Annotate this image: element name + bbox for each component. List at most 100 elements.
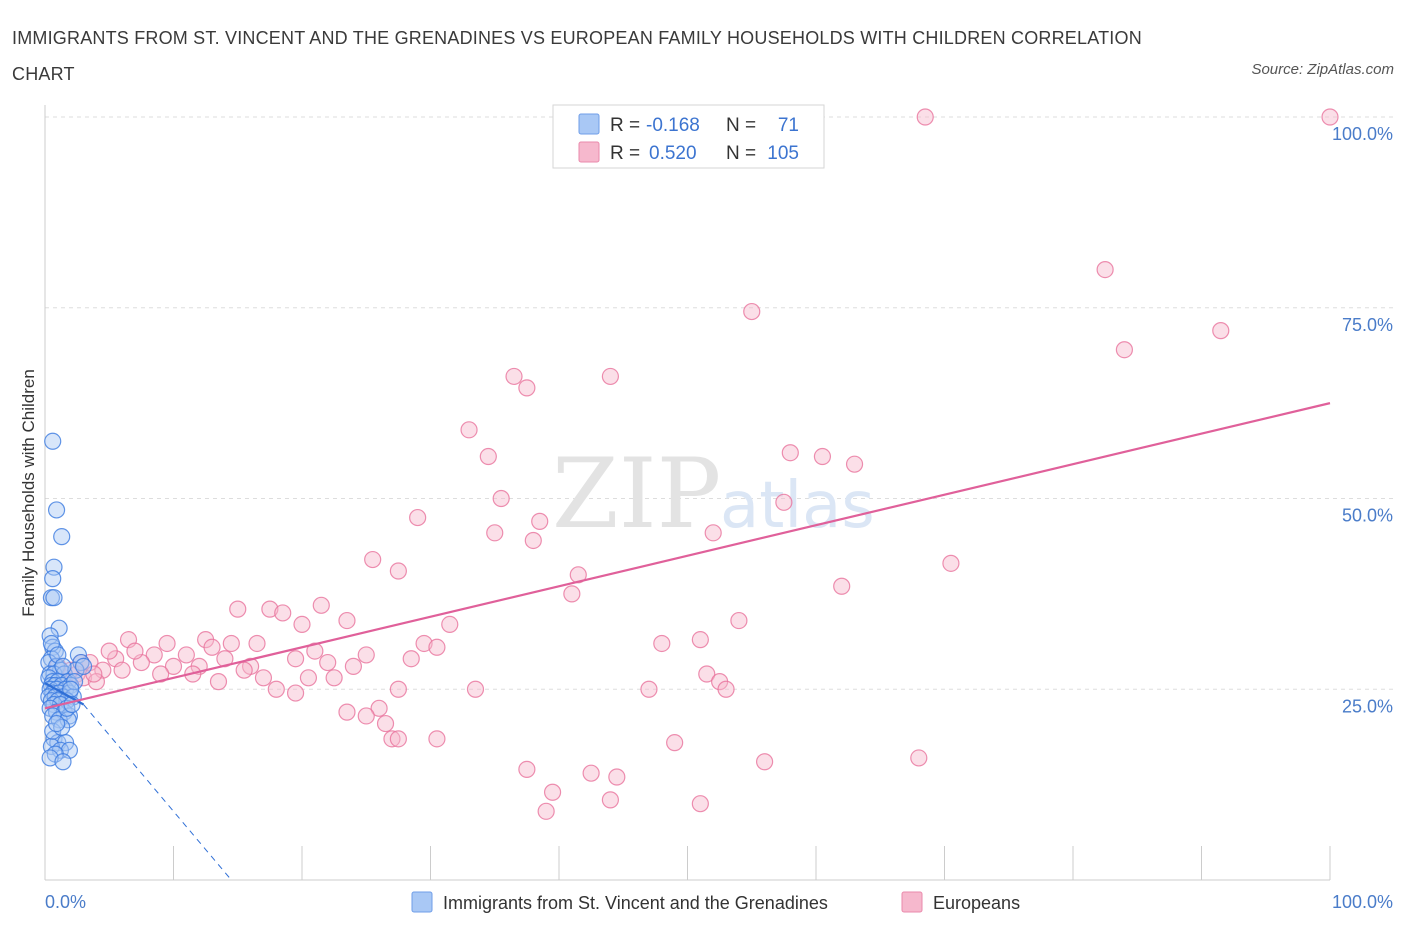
europeans-point-88 [428, 730, 446, 748]
source-credit: Source: ZipAtlas.com [1251, 61, 1394, 78]
europeans-point-48 [286, 650, 305, 668]
europeans-point-2 [1096, 261, 1114, 279]
europeans-point-93 [755, 753, 774, 771]
europeans-point-78 [640, 680, 658, 698]
bottom-legend-label-pink: Europeans [933, 893, 1020, 913]
y-axis-label: Family Households with Children [19, 369, 38, 617]
y-tick-label-100: 100.0% [1332, 124, 1393, 144]
europeans-point-94 [910, 749, 928, 767]
legend-n-label-pink: N = [726, 143, 756, 164]
europeans-point-98 [537, 802, 555, 820]
legend-n-value-pink: 105 [767, 143, 799, 164]
bottom-legend-swatch-pink [901, 891, 923, 913]
europeans-point-32 [730, 611, 748, 630]
y-tick-labels: 25.0% 50.0% 75.0% 100.0% [1332, 124, 1393, 716]
europeans-point-28 [261, 600, 279, 618]
europeans-point-58 [344, 657, 362, 675]
europeans-point-23 [389, 562, 407, 580]
immigrants-point-51 [74, 657, 93, 675]
europeans-point-4 [1115, 341, 1134, 359]
europeans-point-89 [666, 734, 684, 752]
chart-title: IMMIGRANTS FROM ST. VINCENT AND THE GREN… [12, 28, 1142, 84]
europeans-point-21 [364, 550, 382, 569]
europeans-point-104 [209, 673, 228, 691]
europeans-point-99 [466, 680, 485, 698]
x-tick-label-left: 0.0% [45, 892, 86, 912]
europeans-point-25 [833, 577, 851, 595]
legend-r-value-blue: -0.168 [646, 115, 700, 136]
europeans-point-102 [100, 642, 118, 660]
europeans-point-14 [492, 489, 510, 508]
europeans-point-75 [698, 665, 716, 683]
europeans-point-47 [216, 650, 234, 668]
europeans-point-5 [743, 302, 761, 321]
europeans-point-29 [274, 604, 292, 622]
europeans-point-37 [222, 634, 240, 653]
europeans-point-27 [229, 600, 247, 618]
legend-r-value-pink: 0.520 [649, 143, 697, 164]
europeans-point-26 [563, 585, 581, 603]
watermark-atlas: atlas [720, 469, 875, 543]
europeans-point-92 [608, 768, 626, 786]
europeans-point-63 [235, 661, 253, 679]
bottom-legend-label-blue: Immigrants from St. Vincent and the Gren… [443, 893, 828, 913]
europeans-point-54 [164, 657, 183, 675]
europeans-point-101 [286, 684, 305, 702]
series-immigrants-points [40, 432, 93, 771]
europeans-point-6 [505, 367, 523, 386]
immigrants-point-2 [53, 528, 71, 546]
europeans-point-65 [299, 669, 318, 687]
europeans-point-39 [415, 634, 433, 653]
europeans-point-44 [306, 642, 324, 660]
europeans-point-79 [325, 669, 343, 687]
europeans-point-60 [113, 661, 131, 679]
europeans-point-0 [916, 108, 934, 126]
immigrants-point-6 [45, 589, 63, 607]
europeans-point-91 [582, 764, 600, 782]
europeans-point-40 [428, 638, 446, 656]
europeans-point-86 [383, 730, 401, 748]
europeans-point-42 [691, 631, 709, 649]
europeans-point-41 [653, 634, 671, 653]
europeans-point-81 [338, 703, 356, 721]
europeans-point-19 [704, 524, 722, 542]
immigrants-point-65 [47, 714, 66, 733]
europeans-point-3 [1212, 322, 1230, 340]
legend-box: R = -0.168 N = 71 R = 0.520 N = 105 [552, 104, 825, 169]
watermark-zip: ZIP [552, 438, 721, 550]
europeans-point-22 [942, 554, 960, 572]
legend-n-value-blue: 71 [778, 115, 799, 136]
immigrants-point-70 [54, 657, 72, 675]
y-tick-label-25: 25.0% [1342, 696, 1393, 716]
europeans-point-50 [402, 650, 420, 668]
legend-r-label-pink: R = [610, 143, 640, 164]
europeans-point-1 [1321, 108, 1339, 126]
trend-line-pink-2 [44, 402, 1331, 710]
europeans-point-9 [460, 421, 478, 439]
series-europeans-points [49, 108, 1339, 820]
europeans-point-20 [524, 531, 542, 550]
europeans-point-83 [267, 680, 285, 698]
europeans-point-31 [338, 611, 356, 630]
x-ticks [44, 846, 1331, 880]
y-tick-label-75: 75.0% [1342, 315, 1393, 335]
europeans-point-96 [601, 791, 620, 809]
immigrants-point-62 [54, 753, 72, 771]
europeans-point-17 [531, 512, 549, 530]
europeans-point-7 [601, 367, 620, 386]
europeans-point-95 [543, 783, 562, 801]
europeans-point-8 [518, 379, 536, 397]
europeans-point-87 [389, 730, 407, 748]
bottom-legend: Immigrants from St. Vincent and the Gren… [411, 891, 1020, 913]
europeans-point-57 [319, 653, 337, 672]
europeans-point-34 [441, 615, 459, 633]
europeans-point-84 [357, 707, 375, 725]
immigrants-point-1 [47, 501, 66, 519]
europeans-point-85 [376, 714, 395, 733]
europeans-point-33 [293, 615, 311, 633]
y-tick-label-50: 50.0% [1342, 506, 1393, 526]
europeans-point-61 [152, 665, 170, 683]
europeans-point-64 [254, 669, 273, 687]
legend-swatch-blue [578, 113, 600, 135]
